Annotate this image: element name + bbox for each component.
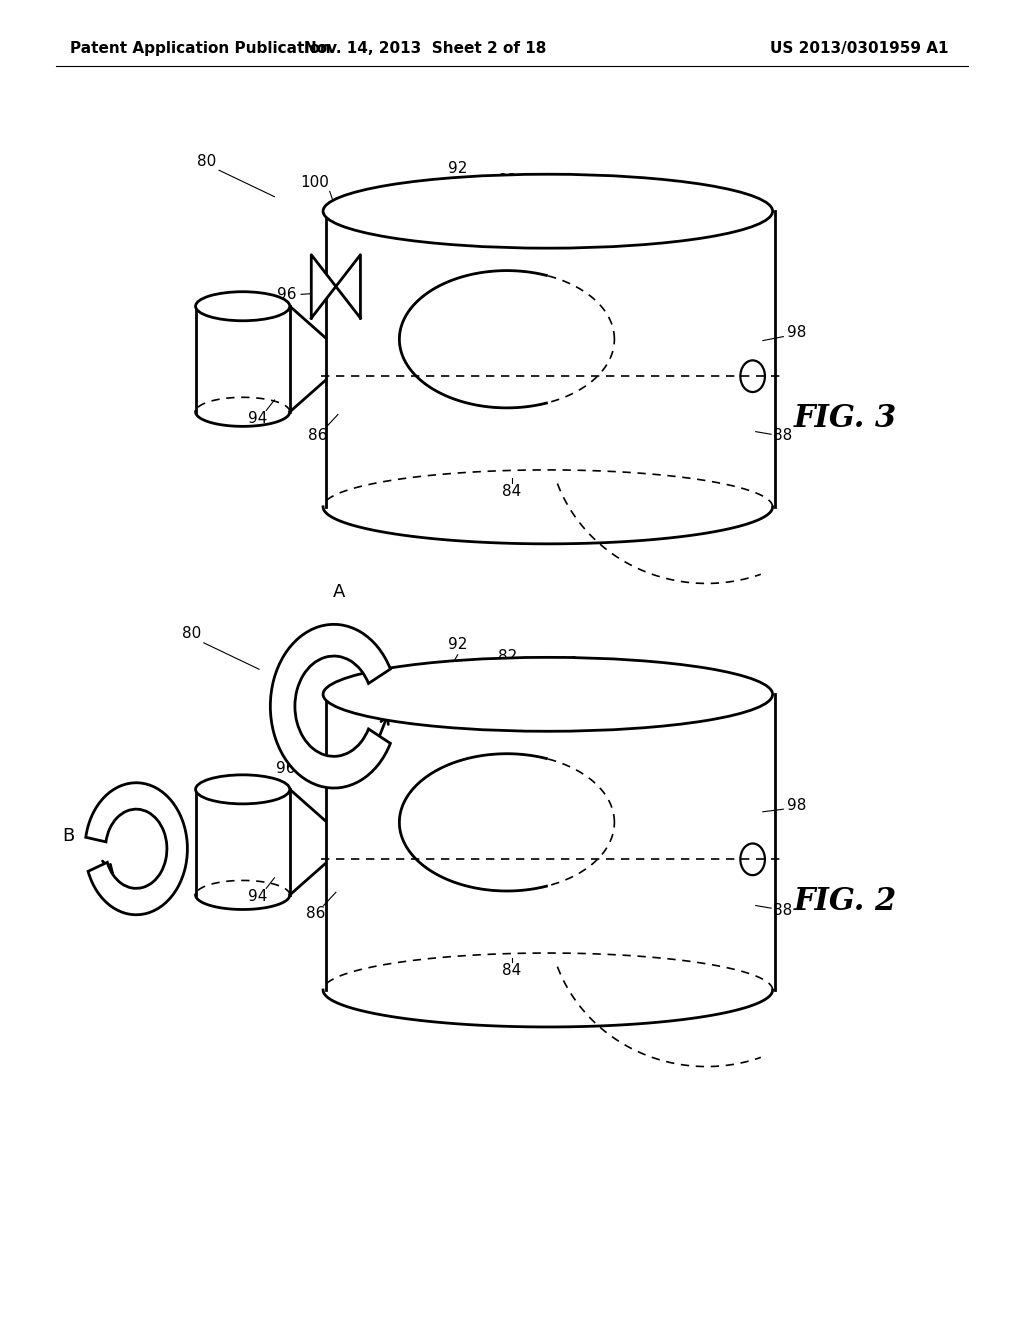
Text: 82: 82 [499,173,517,189]
Text: 80: 80 [198,153,216,169]
Text: B: B [62,826,75,845]
Text: Nov. 14, 2013  Sheet 2 of 18: Nov. 14, 2013 Sheet 2 of 18 [304,41,546,57]
Text: 88: 88 [773,428,792,444]
Ellipse shape [324,657,773,731]
Text: 90: 90 [559,656,578,672]
Text: FIG. 2: FIG. 2 [794,886,897,917]
Ellipse shape [196,775,290,804]
Text: 84: 84 [503,962,521,978]
Text: 84: 84 [503,483,521,499]
Text: 90: 90 [559,181,578,197]
Wedge shape [270,624,390,788]
Text: 86: 86 [306,906,325,921]
Text: 96: 96 [275,760,296,776]
Wedge shape [86,783,187,915]
Text: 92: 92 [449,161,467,177]
Text: 92: 92 [449,636,467,652]
Text: FIG. 3: FIG. 3 [794,403,897,434]
Text: 100: 100 [300,174,329,190]
Text: 96: 96 [276,286,297,302]
Text: 94: 94 [249,888,267,904]
Text: 94: 94 [249,411,267,426]
Text: Patent Application Publication: Patent Application Publication [70,41,331,57]
Text: A: A [333,582,345,601]
Text: 80: 80 [182,626,201,642]
Ellipse shape [324,174,773,248]
Text: 82: 82 [499,648,517,664]
Ellipse shape [196,292,290,321]
Text: 98: 98 [787,325,806,341]
Polygon shape [311,255,336,318]
Polygon shape [336,255,360,318]
Text: 88: 88 [773,903,792,919]
Text: 98: 98 [787,797,806,813]
Text: US 2013/0301959 A1: US 2013/0301959 A1 [770,41,948,57]
Text: 86: 86 [308,428,327,444]
